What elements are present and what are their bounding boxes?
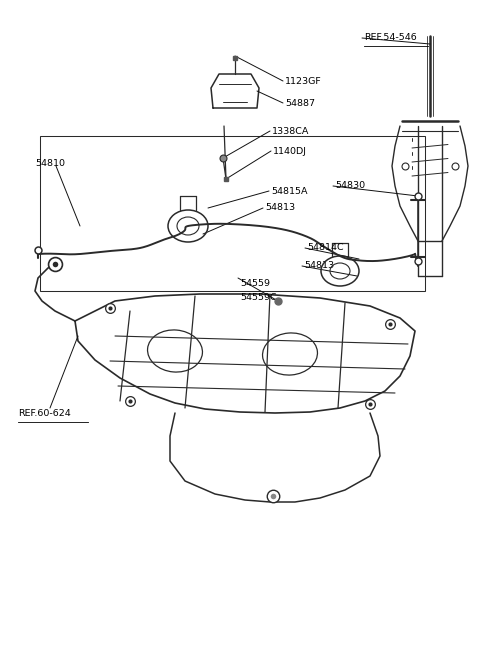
Text: 54810: 54810 <box>35 159 65 169</box>
Text: 54813: 54813 <box>304 262 334 270</box>
Text: 54815A: 54815A <box>271 186 308 195</box>
Text: REF.54-546: REF.54-546 <box>364 33 417 43</box>
Text: 54814C: 54814C <box>307 243 344 253</box>
Bar <box>40 136 425 291</box>
Text: 54559: 54559 <box>240 279 270 289</box>
Text: 1140DJ: 1140DJ <box>273 146 307 155</box>
Text: 54559C: 54559C <box>240 293 276 302</box>
Text: 54887: 54887 <box>285 98 315 108</box>
Text: REF.60-624: REF.60-624 <box>18 409 71 419</box>
Text: 1123GF: 1123GF <box>285 77 322 85</box>
Text: 54830: 54830 <box>335 182 365 190</box>
Text: 54813: 54813 <box>265 203 295 213</box>
Text: 1338CA: 1338CA <box>272 127 310 136</box>
